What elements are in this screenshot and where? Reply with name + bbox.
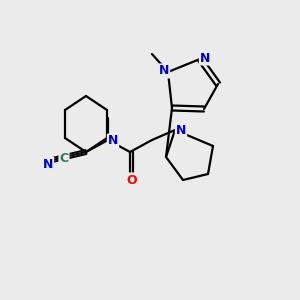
Text: N: N bbox=[200, 52, 210, 64]
Text: O: O bbox=[127, 173, 137, 187]
Text: N: N bbox=[43, 158, 53, 170]
Text: N: N bbox=[108, 134, 118, 148]
Text: C: C bbox=[59, 152, 69, 164]
Text: N: N bbox=[159, 64, 169, 77]
Text: N: N bbox=[176, 124, 186, 137]
